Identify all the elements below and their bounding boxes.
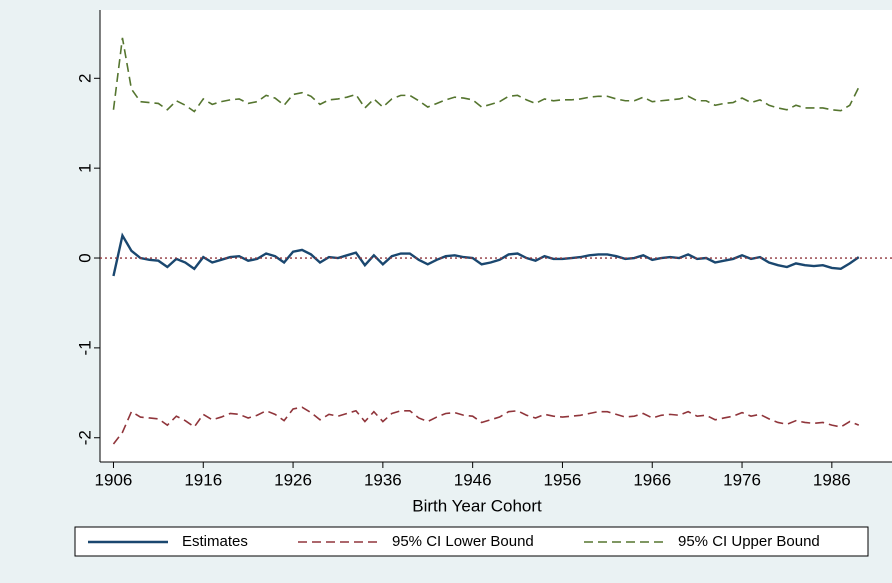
series-line — [112, 232, 860, 277]
legend-label: 95% CI Lower Bound — [392, 533, 534, 550]
y-tick-label: -2 — [75, 430, 94, 445]
y-tick-label: -1 — [75, 340, 94, 355]
x-tick-label: 1986 — [813, 470, 851, 489]
series-line — [112, 406, 860, 445]
legend-label: 95% CI Upper Bound — [678, 533, 820, 550]
series-line — [112, 37, 860, 113]
legend-label: Estimates — [182, 533, 248, 550]
x-tick-label: 1916 — [184, 470, 222, 489]
plot-area — [100, 10, 892, 462]
y-tick-label: 1 — [75, 163, 94, 172]
y-tick-label: 0 — [75, 253, 94, 262]
x-tick-label: 1976 — [723, 470, 761, 489]
x-tick-label: 1906 — [95, 470, 133, 489]
x-tick-label: 1936 — [364, 470, 402, 489]
y-tick-label: 2 — [75, 74, 94, 83]
x-tick-label: 1946 — [454, 470, 492, 489]
x-tick-label: 1926 — [274, 470, 312, 489]
x-axis-title: Birth Year Cohort — [412, 496, 542, 515]
x-tick-label: 1966 — [633, 470, 671, 489]
x-tick-label: 1956 — [544, 470, 582, 489]
legend — [74, 526, 869, 557]
